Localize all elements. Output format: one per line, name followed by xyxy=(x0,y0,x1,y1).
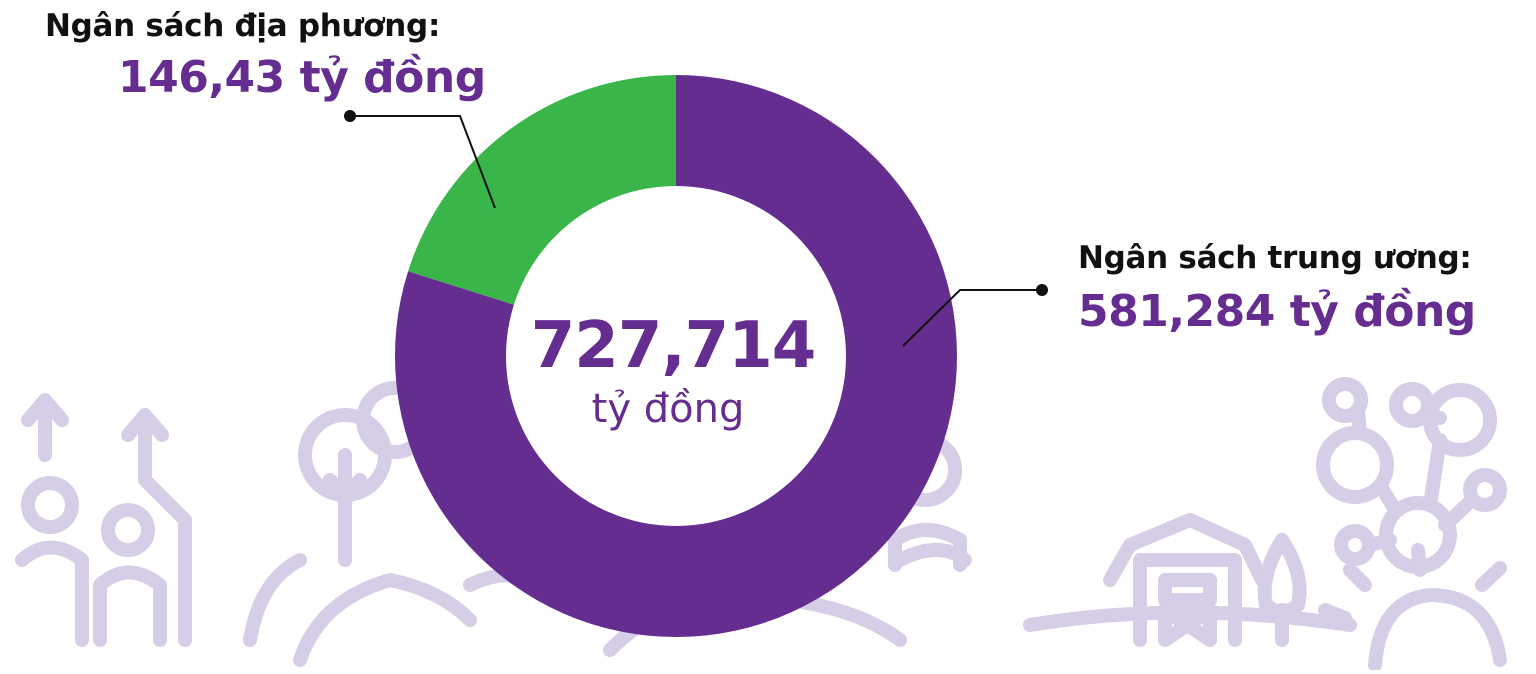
leader-line-local xyxy=(350,115,496,209)
leader-dot-central xyxy=(1036,284,1048,296)
growth-arrows-people-icon xyxy=(15,393,192,647)
leader-lines xyxy=(344,110,1048,347)
slice-label-central: Ngân sách trung ương: xyxy=(1078,240,1472,276)
slice-value-local: 146,43 tỷ đồng xyxy=(118,52,486,103)
slice-label-local: Ngân sách địa phương: xyxy=(45,8,441,44)
donut-total-unit: tỷ đồng xyxy=(591,386,745,432)
donut-total-value: 727,714 xyxy=(530,309,817,383)
donut-hole xyxy=(506,186,846,526)
sun-icon xyxy=(1318,543,1507,672)
network-people-icon xyxy=(1316,377,1507,574)
farm-barn-icon xyxy=(1023,513,1357,647)
leader-dot-local xyxy=(344,110,356,122)
leader-line-central xyxy=(902,289,1042,347)
slice-value-central: 581,284 tỷ đồng xyxy=(1078,286,1476,337)
